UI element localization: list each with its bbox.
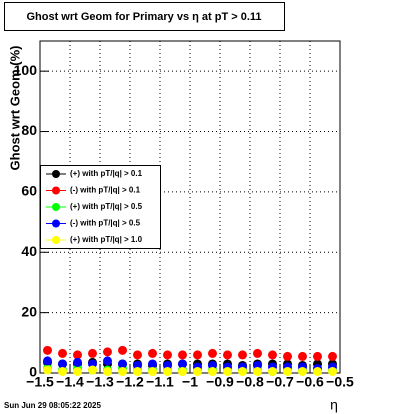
legend-label: (+) with pT/|q| > 1.0 bbox=[70, 235, 143, 244]
data-point bbox=[73, 350, 82, 360]
data-point bbox=[283, 351, 292, 361]
data-point bbox=[298, 351, 307, 361]
y-axis-label: Ghost wrt Geom (%) bbox=[7, 46, 22, 171]
data-point bbox=[268, 366, 277, 376]
y-tick-label: 60 bbox=[21, 183, 37, 199]
data-point bbox=[103, 366, 112, 376]
data-point bbox=[178, 366, 187, 376]
x-tick-label: −1.1 bbox=[146, 374, 174, 390]
x-tick-label: −1.3 bbox=[86, 374, 114, 390]
x-tick-label: −0.8 bbox=[236, 374, 264, 390]
data-point bbox=[238, 366, 247, 376]
data-point bbox=[43, 356, 52, 366]
x-tick-label: −1 bbox=[182, 374, 198, 390]
data-point bbox=[73, 366, 82, 376]
data-point bbox=[208, 366, 217, 376]
data-point bbox=[148, 348, 157, 358]
data-point bbox=[133, 366, 142, 376]
data-point bbox=[238, 350, 247, 360]
data-point bbox=[43, 365, 52, 375]
data-point bbox=[193, 366, 202, 376]
data-point bbox=[223, 350, 232, 360]
legend-marker bbox=[52, 170, 60, 178]
data-point bbox=[88, 365, 97, 375]
timestamp: Sun Jun 29 08:05:22 2025 bbox=[4, 401, 101, 410]
y-tick-label: 0 bbox=[29, 364, 37, 380]
x-tick-label: −0.6 bbox=[296, 374, 324, 390]
x-tick-label: −1.5 bbox=[26, 374, 54, 390]
y-tick-label: 20 bbox=[21, 303, 37, 319]
legend-label: (-) with pT/|q| > 0.5 bbox=[70, 219, 141, 228]
data-point bbox=[298, 366, 307, 376]
data-point bbox=[88, 348, 97, 358]
data-point bbox=[208, 348, 217, 358]
x-tick-label: −1.2 bbox=[116, 374, 144, 390]
data-point bbox=[328, 366, 337, 376]
data-point bbox=[118, 345, 127, 355]
x-axis-label: η bbox=[330, 397, 338, 413]
title-box bbox=[4, 2, 285, 31]
legend-marker bbox=[52, 236, 60, 244]
data-point bbox=[268, 350, 277, 360]
data-point bbox=[223, 366, 232, 376]
data-point bbox=[118, 359, 127, 369]
data-point bbox=[133, 350, 142, 360]
data-point bbox=[58, 348, 67, 358]
data-point bbox=[58, 366, 67, 376]
legend-label: (-) with pT/|q| > 0.1 bbox=[70, 186, 141, 195]
data-point bbox=[103, 347, 112, 357]
data-point bbox=[73, 357, 82, 367]
data-point bbox=[253, 366, 262, 376]
x-tick-label: −0.9 bbox=[206, 374, 234, 390]
data-point bbox=[118, 366, 127, 376]
data-point bbox=[313, 366, 322, 376]
legend-marker bbox=[52, 186, 60, 195]
x-tick-label: −0.7 bbox=[266, 374, 294, 390]
x-tick-label: −0.5 bbox=[326, 374, 354, 390]
data-point bbox=[328, 351, 337, 361]
data-point bbox=[163, 350, 172, 360]
data-point bbox=[178, 350, 187, 360]
data-point bbox=[148, 366, 157, 376]
data-point bbox=[283, 366, 292, 376]
data-point bbox=[163, 366, 172, 376]
chart-title: Ghost wrt Geom for Primary vs η at pT > … bbox=[26, 11, 261, 23]
legend-label: (+) with pT/|q| > 0.1 bbox=[70, 169, 143, 178]
y-tick-label: 80 bbox=[21, 122, 37, 138]
data-point bbox=[178, 359, 187, 369]
legend-marker bbox=[52, 219, 60, 228]
legend-label: (+) with pT/|q| > 0.5 bbox=[70, 202, 143, 211]
legend-marker bbox=[52, 203, 60, 211]
data-point bbox=[253, 348, 262, 358]
data-point bbox=[148, 359, 157, 369]
y-tick-label: 100 bbox=[14, 62, 38, 78]
data-point bbox=[103, 356, 112, 366]
data-point bbox=[193, 350, 202, 360]
data-point bbox=[58, 359, 67, 369]
data-point bbox=[313, 351, 322, 361]
y-tick-label: 40 bbox=[21, 243, 37, 259]
data-point bbox=[43, 345, 52, 355]
x-tick-label: −1.4 bbox=[56, 374, 84, 390]
